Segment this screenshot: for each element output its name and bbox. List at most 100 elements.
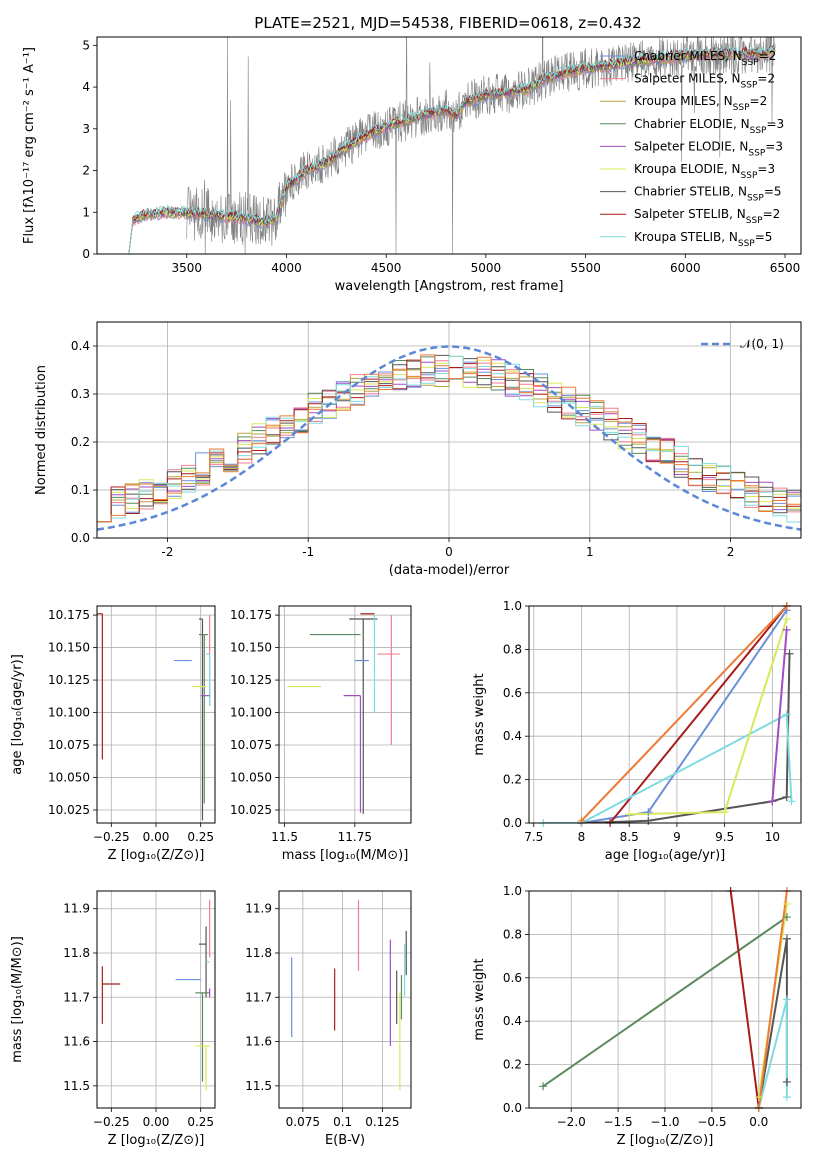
x-tick-label: 6000 (670, 261, 701, 275)
x-tick-label: 0.075 (286, 1115, 320, 1129)
y-tick-label: 10.075 (230, 738, 272, 752)
mass-vs-EBV-axes (275, 891, 411, 1112)
x-tick-label: 8 (578, 830, 586, 844)
y-tick-label: 1.0 (503, 599, 522, 613)
y-tick-label: 10.050 (48, 771, 90, 785)
x-tick-label: 8.5 (620, 830, 639, 844)
weight-marker (539, 1082, 548, 1091)
age-vs-Z-plot (97, 613, 211, 821)
y-tick-label: 11.9 (63, 902, 90, 916)
legend-label: Salpeter MILES, NSSP=2 (634, 72, 775, 91)
y-tick-label: 5 (82, 38, 90, 52)
weight-line (580, 606, 788, 822)
weight-marker (782, 1093, 791, 1102)
weight-marker (782, 913, 791, 922)
y-tick-label: 0.0 (503, 816, 522, 830)
y-tick-label: 1.0 (503, 884, 522, 898)
x-tick-label: −0.25 (93, 1115, 130, 1129)
weight-marker (644, 816, 653, 825)
y-tick-label: 10.025 (230, 803, 272, 817)
x-tick-label: −0.25 (93, 830, 130, 844)
weight-line (729, 891, 760, 1108)
weight-line (771, 629, 788, 802)
y-axis-label: mass weight (472, 958, 487, 1040)
weight-marker (625, 810, 634, 819)
legend-label: Salpeter STELIB, NSSP=2 (634, 207, 780, 226)
y-tick-label: 0.2 (503, 1058, 522, 1072)
y-tick-label: 10.075 (48, 738, 90, 752)
y-tick-label: 10.175 (48, 608, 90, 622)
spectrum-axes (93, 44, 786, 258)
x-tick-label: 0.00 (143, 830, 170, 844)
x-tick-label: 11.75 (338, 830, 372, 844)
x-tick-label: 0.1 (333, 1115, 352, 1129)
weight-marker (782, 1077, 791, 1086)
x-tick-label: 0.00 (143, 1115, 170, 1129)
y-tick-label: 0.4 (503, 729, 522, 743)
y-tick-label: 10.150 (230, 641, 272, 655)
x-tick-label: 7.5 (524, 830, 543, 844)
x-tick-label: 0.25 (187, 1115, 214, 1129)
axes-frame (96, 321, 802, 539)
weight-marker (785, 649, 794, 658)
legend-label: Salpeter ELODIE, NSSP=3 (634, 139, 783, 158)
y-tick-label: 0.1 (71, 483, 90, 497)
residual-hist-plot (97, 345, 801, 531)
weight-marker (782, 625, 791, 634)
x-tick-label: −2.0 (557, 1115, 586, 1129)
histogram-line (97, 354, 801, 523)
x-tick-label: 11.5 (271, 830, 298, 844)
legend-label: Chabrier ELODIE, NSSP=3 (634, 117, 784, 136)
model-spectrum-line (128, 43, 776, 254)
x-tick-label: 0.25 (187, 830, 214, 844)
age-vs-mass-plot (287, 613, 400, 814)
weight-line (542, 916, 788, 1088)
axes-frame (278, 890, 412, 1109)
age-vs-Z-axes (93, 606, 215, 827)
y-tick-label: 0.4 (503, 1014, 522, 1028)
y-tick-label: 11.7 (63, 990, 90, 1004)
x-tick-label: 4500 (371, 261, 402, 275)
x-axis-label: Z [log₁₀(Z/Z⊙)] (108, 848, 205, 863)
y-axis-label: mass weight (472, 673, 487, 755)
weight-marker (644, 808, 653, 817)
mass-vs-EBV-plot (291, 899, 407, 1091)
x-tick-label: 0.125 (365, 1115, 399, 1129)
y-tick-label: 10.125 (48, 673, 90, 687)
weight-marker (782, 615, 791, 624)
x-axis-label: (data-model)/error (389, 563, 510, 578)
x-tick-label: -2 (161, 545, 173, 559)
y-tick-label: 10.175 (230, 608, 272, 622)
y-tick-label: 0.0 (503, 1101, 522, 1115)
y-tick-label: 10.150 (48, 641, 90, 655)
x-tick-label: 9 (673, 830, 681, 844)
x-tick-label: 0 (445, 545, 453, 559)
weight-marker (782, 710, 791, 719)
x-tick-label: −1.5 (604, 1115, 633, 1129)
age-weights-axes (525, 605, 801, 827)
legend-label: 𝒩(0, 1) (740, 337, 784, 351)
y-axis-label: mass [log₁₀(M/M⊙)] (10, 936, 25, 1063)
mass-vs-Z-axes (93, 891, 215, 1112)
y-tick-label: 0.6 (503, 686, 522, 700)
x-axis-label: Z [log₁₀(Z/Z⊙)] (108, 1133, 205, 1148)
y-tick-label: 11.8 (63, 946, 90, 960)
axes-frame (528, 890, 802, 1109)
legend-label: Kroupa STELIB, NSSP=5 (634, 230, 772, 249)
axes-frame (278, 605, 412, 824)
Z-weights-axes (525, 890, 801, 1112)
axes-frame (96, 605, 216, 824)
histogram-line (97, 355, 801, 523)
y-tick-label: 11.5 (245, 1079, 272, 1093)
legend-label: Chabrier STELIB, NSSP=5 (634, 185, 782, 204)
axes-frame (96, 36, 802, 255)
legend-label: Kroupa ELODIE, NSSP=3 (634, 162, 775, 181)
mass-vs-Z-plot (101, 899, 211, 1091)
y-tick-label: 3 (82, 122, 90, 136)
age-vs-mass-axes (275, 606, 411, 827)
y-tick-label: 0.8 (503, 927, 522, 941)
gaussian-curve (97, 345, 801, 531)
weight-line (757, 999, 788, 1108)
x-tick-label: 6500 (770, 261, 801, 275)
